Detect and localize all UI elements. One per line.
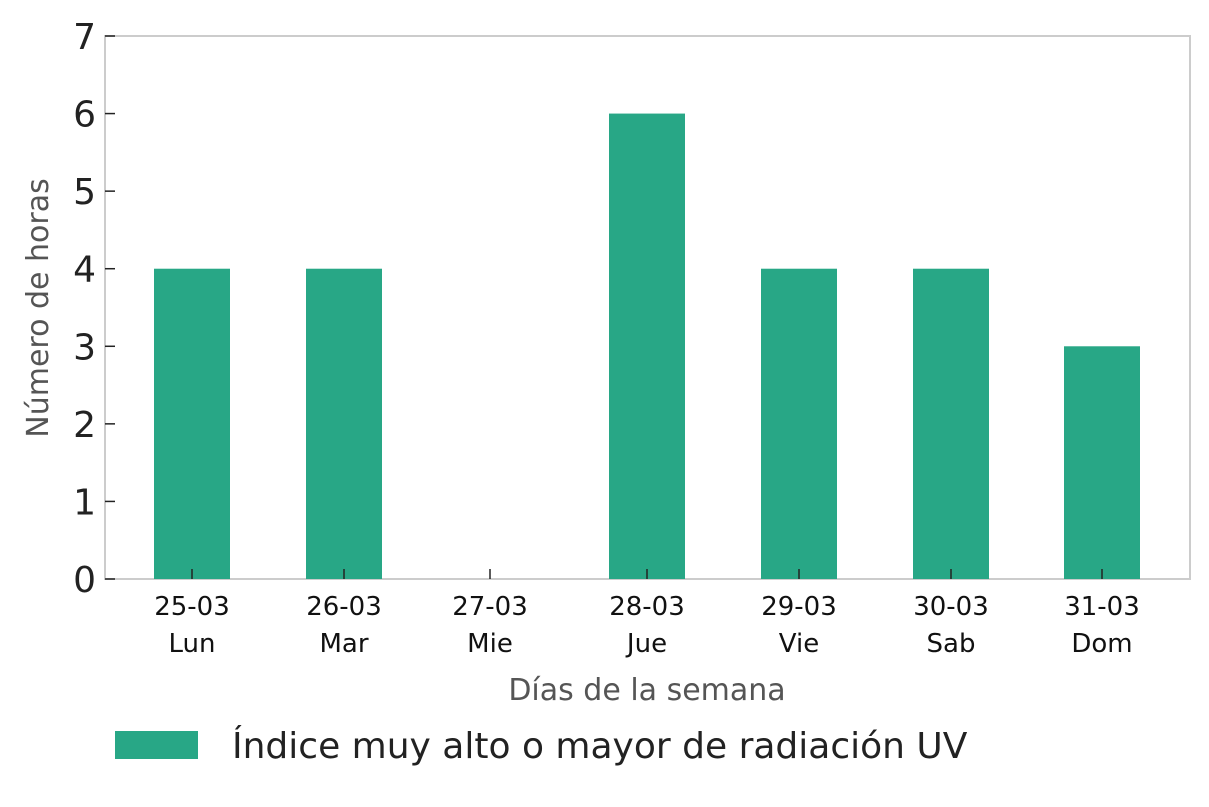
x-tick-label-day: Jue [625, 629, 667, 659]
bar [913, 268, 989, 579]
x-tick-label-date: 28-03 [609, 592, 685, 622]
y-tick-label: 3 [73, 327, 96, 368]
legend: Índice muy alto o mayor de radiación UV [115, 725, 968, 767]
y-tick-label: 5 [73, 172, 96, 213]
x-axis-label: Días de la semana [508, 673, 785, 708]
legend-swatch [115, 731, 198, 759]
x-tick-label-date: 26-03 [306, 592, 382, 622]
x-tick-label-day: Lun [169, 629, 216, 659]
y-tick-label: 4 [73, 250, 96, 291]
x-tick-label-day: Sab [927, 629, 976, 659]
y-tick-label: 7 [73, 17, 96, 58]
legend-label: Índice muy alto o mayor de radiación UV [232, 725, 968, 767]
x-tick-label-day: Mie [467, 629, 513, 659]
y-axis-label: Número de horas [21, 178, 56, 437]
x-tick-label-date: 30-03 [913, 592, 989, 622]
y-tick-label: 2 [73, 405, 96, 446]
x-tick-label-date: 25-03 [154, 592, 230, 622]
y-tick-label: 0 [73, 560, 96, 601]
y-tick-label: 6 [73, 95, 96, 136]
x-tick-label-date: 27-03 [452, 592, 528, 622]
bar [1064, 346, 1140, 579]
y-tick-label: 1 [73, 482, 96, 523]
bar [154, 268, 230, 579]
x-axis-ticks: 25-03 Lun 26-03 Mar 27-03 Mie 28-03 Jue 29-03 Vie… [154, 569, 1140, 659]
bars-group [154, 113, 1140, 580]
x-tick-label-day: Vie [779, 629, 819, 659]
x-tick-label-date: 31-03 [1064, 592, 1140, 622]
bar [306, 268, 382, 579]
x-tick-label-day: Mar [319, 629, 368, 659]
x-tick-label-day: Dom [1071, 629, 1132, 659]
x-tick-label-date: 29-03 [761, 592, 837, 622]
y-axis-ticks: 0 1 2 3 4 5 6 7 [73, 17, 115, 601]
bar [761, 268, 837, 579]
bar [609, 113, 685, 580]
